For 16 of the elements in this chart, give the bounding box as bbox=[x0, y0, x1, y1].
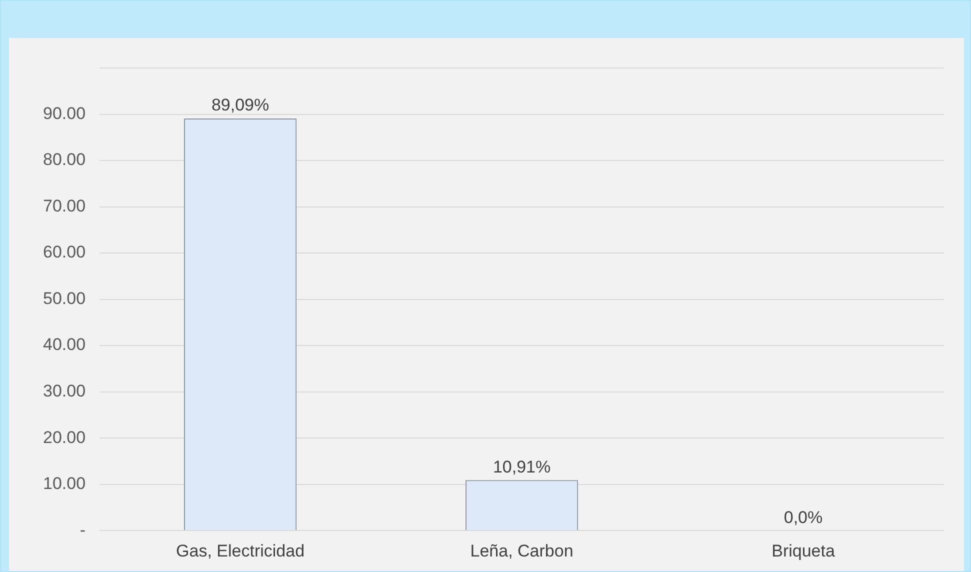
y-tick-label: 80.00 bbox=[42, 150, 86, 170]
y-tick-label: 10.00 bbox=[42, 474, 86, 494]
y-tick-label: 20.00 bbox=[42, 428, 86, 447]
x-tick-label: Gas, Electricidad bbox=[176, 541, 305, 560]
x-tick-label: Briqueta bbox=[772, 541, 836, 560]
y-tick-label: 90.00 bbox=[42, 104, 86, 123]
y-tick-label: 30.00 bbox=[42, 382, 86, 401]
y-tick-label: 60.00 bbox=[42, 242, 86, 262]
y-tick-label: 40.00 bbox=[42, 335, 86, 354]
data-label: 89,09% bbox=[211, 96, 270, 115]
y-tick-label: 70.00 bbox=[42, 196, 86, 216]
y-tick-label: 50.00 bbox=[42, 288, 86, 308]
y-tick-label: - bbox=[80, 520, 86, 540]
data-label: 0,0% bbox=[784, 508, 823, 527]
data-label: 10,91% bbox=[492, 457, 551, 476]
x-tick-label: Leña, Carbon bbox=[470, 541, 574, 560]
